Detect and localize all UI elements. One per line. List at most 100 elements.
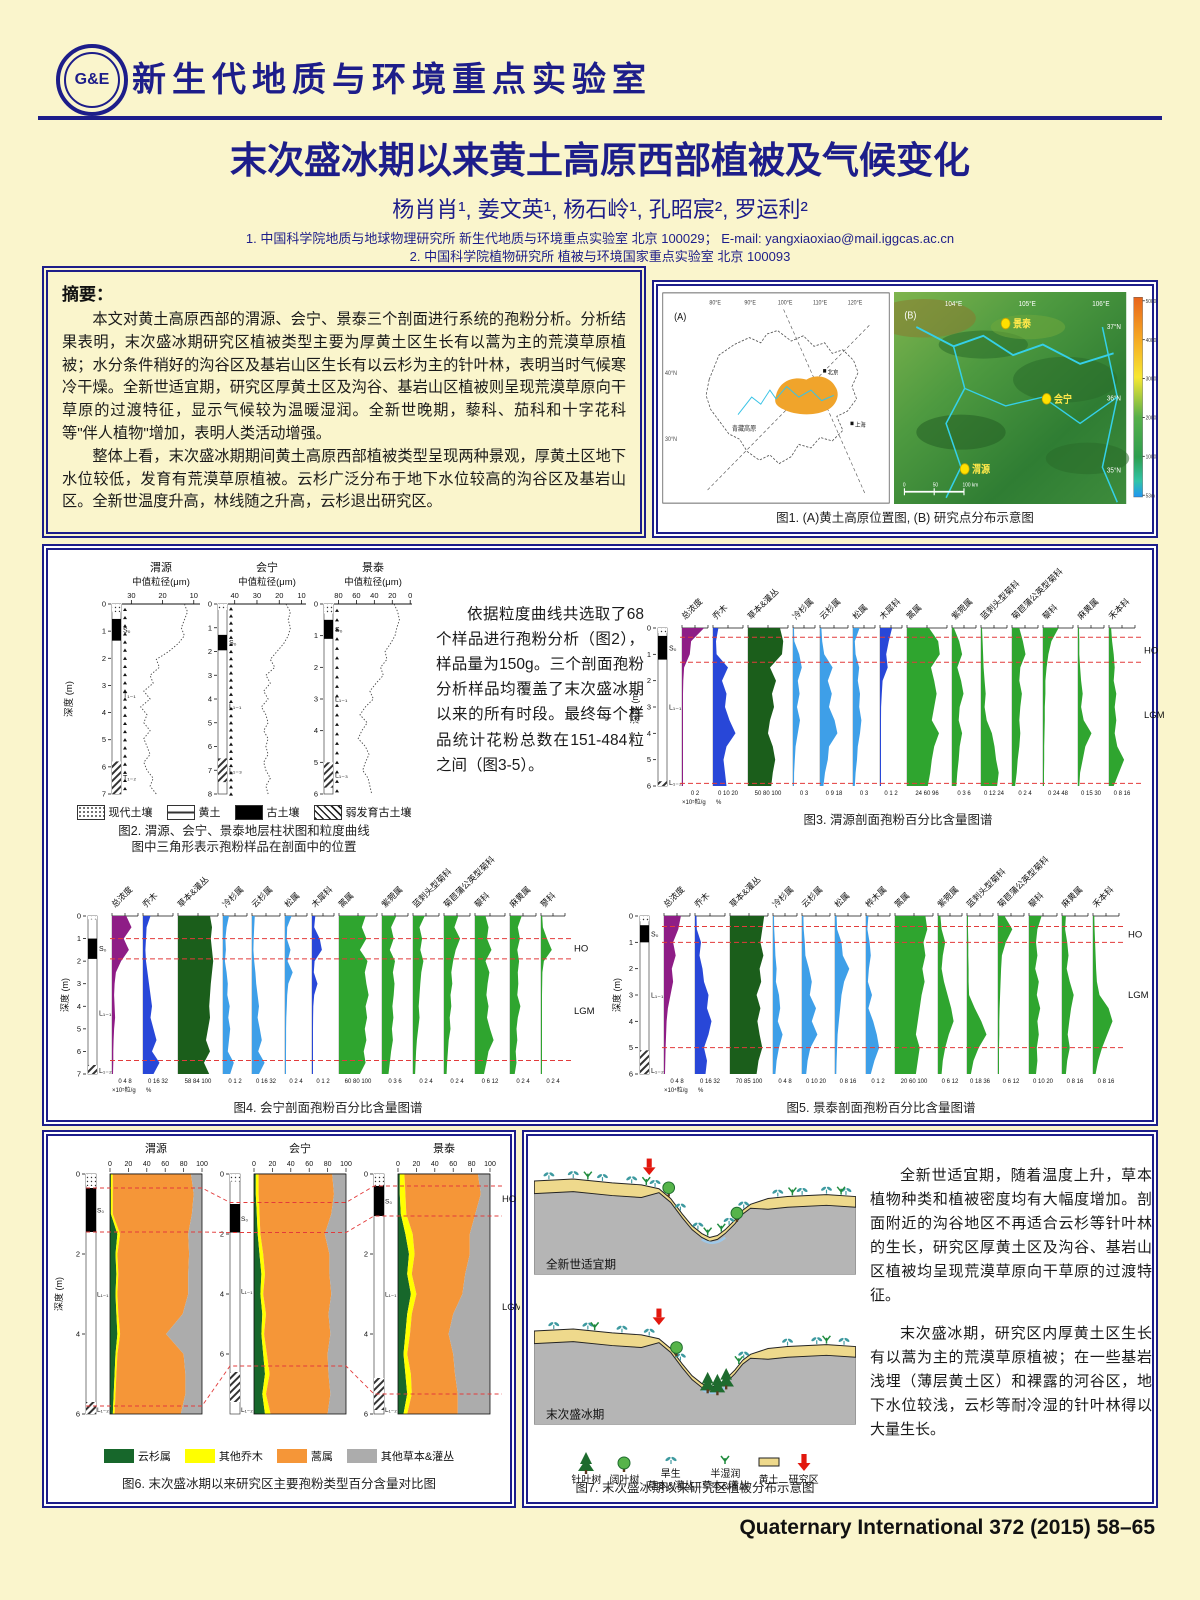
svg-text:3: 3 (77, 979, 81, 988)
svg-text:T₁₋₂: T₁₋₂ (123, 775, 136, 782)
svg-text:蒿属: 蒿属 (904, 602, 923, 621)
svg-text:T₁₋₁: T₁₋₁ (123, 692, 136, 699)
svg-text:2: 2 (314, 663, 318, 672)
svg-text:LGM: LGM (1128, 990, 1149, 1001)
svg-text:桦木属: 桦木属 (863, 884, 888, 909)
svg-text:1: 1 (208, 623, 212, 632)
svg-text:草本&灌丛: 草本&灌丛 (745, 586, 780, 621)
svg-text:3000m: 3000m (1146, 376, 1156, 382)
svg-text:6: 6 (76, 1410, 80, 1419)
svg-text:菊苣蒲公英型菊科: 菊苣蒲公英型菊科 (995, 854, 1051, 910)
svg-text:L₁₋₁: L₁₋₁ (99, 1011, 112, 1018)
svg-text:40: 40 (431, 1161, 439, 1168)
svg-text:80: 80 (334, 591, 342, 600)
svg-text:×10⁵粒/g: ×10⁵粒/g (682, 798, 706, 806)
abstract-paragraph-2: 整体上看，末次盛冰期期间黄土高原西部植被类型呈现两种景观，厚黄土区地下水位较低，… (62, 447, 626, 511)
svg-text:S₀: S₀ (99, 946, 107, 953)
figure7-legend-item-arrow: 研究区 (789, 1450, 819, 1486)
svg-text:0 1 2: 0 1 2 (228, 1079, 242, 1085)
svg-text:58 84 100: 58 84 100 (185, 1079, 212, 1085)
svg-text:0 12 24: 0 12 24 (984, 791, 1005, 797)
svg-text:100: 100 (484, 1161, 496, 1168)
svg-text:4000m: 4000m (1146, 338, 1156, 344)
svg-text:0 1 2: 0 1 2 (871, 1079, 885, 1085)
figure4-caption: 图4. 会宁剖面孢粉百分比含量图谱 (233, 1101, 423, 1115)
svg-text:HO: HO (1128, 929, 1142, 940)
svg-text:0 16 32: 0 16 32 (148, 1079, 169, 1085)
svg-text:0 8 16: 0 8 16 (1067, 1079, 1084, 1085)
svg-text:40: 40 (370, 591, 378, 600)
svg-text:草本&灌丛: 草本&灌丛 (175, 874, 210, 909)
svg-text:会宁: 会宁 (256, 560, 278, 574)
svg-text:冷杉属: 冷杉属 (770, 884, 795, 909)
svg-text:景泰: 景泰 (433, 1141, 455, 1155)
svg-text:2: 2 (77, 957, 81, 966)
svg-text:3: 3 (314, 695, 318, 704)
svg-text:0: 0 (408, 591, 412, 600)
svg-text:30: 30 (127, 591, 135, 600)
svg-text:20: 20 (269, 1161, 277, 1168)
svg-text:105°E: 105°E (1019, 300, 1037, 309)
svg-text:松属: 松属 (282, 890, 301, 909)
svg-text:4: 4 (220, 1290, 224, 1299)
svg-text:上海: 上海 (855, 420, 866, 429)
svg-text:30°N: 30°N (665, 437, 677, 443)
figure6-stacked-chart: 深度 (m) 渭源 0 20 40 60 80 100 0 2 4 6 S₀ L₁₋₁ L₁₋₂ 会宁 0 20 4… (50, 1140, 520, 1442)
svg-text:1: 1 (629, 938, 633, 947)
svg-text:中值粒径(μm): 中值粒径(μm) (344, 576, 402, 588)
svg-text:LGM: LGM (1144, 710, 1165, 721)
svg-text:乔木: 乔木 (710, 602, 729, 621)
svg-text:0 18 36: 0 18 36 (970, 1079, 991, 1085)
svg-text:紫菀属: 紫菀属 (379, 884, 404, 909)
svg-text:%: % (146, 1088, 152, 1094)
lgm-text: 末次盛冰期，研究区内厚黄土区生长有以蒿为主的荒漠草原植被；在一些基岩浅埋（薄层黄… (870, 1325, 1152, 1438)
svg-text:70 85 100: 70 85 100 (736, 1079, 763, 1085)
svg-text:麻黄属: 麻黄属 (507, 884, 532, 909)
svg-text:L₁₋₃: L₁₋₃ (229, 768, 242, 775)
svg-text:0 8 16: 0 8 16 (840, 1079, 857, 1085)
figure7-legend-item-loess: 黄土 (757, 1450, 781, 1486)
figure6-legend: 云杉属 其他乔木 蒿属 其他草本&灌丛 (48, 1448, 510, 1464)
affiliation-2: 2. 中国科学院植物研究所 植被与环境国家重点实验室 北京 100093 (409, 249, 791, 264)
footer-citation: Quaternary International 372 (2015) 58–6… (739, 1516, 1155, 1539)
svg-text:北京: 北京 (828, 368, 839, 377)
svg-text:7: 7 (208, 766, 212, 775)
svg-text:90°E: 90°E (744, 300, 756, 306)
affiliation-1: 1. 中国科学院地质与地球物理研究所 新生代地质与环境重点实验室 北京 1000… (245, 231, 955, 246)
svg-text:20: 20 (125, 1161, 133, 1168)
svg-text:7: 7 (77, 1070, 81, 1079)
svg-text:0 10 20: 0 10 20 (718, 791, 739, 797)
svg-text:全新世适宜期: 全新世适宜期 (546, 1258, 616, 1272)
svg-text:50 80 100: 50 80 100 (755, 791, 782, 797)
svg-text:HO: HO (574, 944, 588, 955)
figure7-legend-item-broadleaf: 阔叶树 (609, 1450, 639, 1486)
svg-text:总浓度: 总浓度 (679, 596, 704, 621)
svg-text:总浓度: 总浓度 (661, 884, 686, 909)
figure4-pollen-diagram: 深度 (m) 0 1 2 3 4 5 6 7 S₀ L₁₋₁ L₁₋₂ 总浓度 0 4 8 乔木 0 16 3… (58, 846, 598, 1116)
svg-text:%: % (716, 800, 722, 806)
svg-text:8: 8 (208, 790, 212, 799)
svg-text:40: 40 (143, 1161, 151, 1168)
figure5-caption: 图5. 景泰剖面孢粉百分比含量图谱 (786, 1101, 976, 1115)
svg-text:10: 10 (190, 591, 198, 600)
svg-text:6: 6 (77, 1047, 81, 1056)
svg-text:6: 6 (364, 1410, 368, 1419)
svg-text:0 6 12: 0 6 12 (482, 1079, 499, 1085)
svg-text:紫菀属: 紫菀属 (949, 596, 974, 621)
figure7-legend-item-mesic: 半湿润 草本&灌丛 (702, 1444, 749, 1492)
svg-text:会宁: 会宁 (1054, 392, 1072, 406)
svg-text:0 3: 0 3 (860, 791, 869, 797)
svg-text:50: 50 (933, 482, 938, 488)
svg-text:4: 4 (647, 729, 651, 738)
svg-text:106°E: 106°E (1092, 300, 1110, 309)
svg-text:4: 4 (77, 1002, 81, 1011)
svg-text:110°E: 110°E (813, 300, 827, 306)
svg-text:L₁₋₁: L₁₋₁ (669, 705, 682, 712)
svg-text:100°E: 100°E (778, 300, 793, 306)
svg-text:1: 1 (77, 934, 81, 943)
svg-text:5: 5 (314, 758, 318, 767)
svg-text:0: 0 (76, 1170, 80, 1179)
svg-text:40: 40 (287, 1161, 295, 1168)
svg-text:蒿属: 蒿属 (336, 890, 355, 909)
svg-text:5: 5 (647, 755, 651, 764)
